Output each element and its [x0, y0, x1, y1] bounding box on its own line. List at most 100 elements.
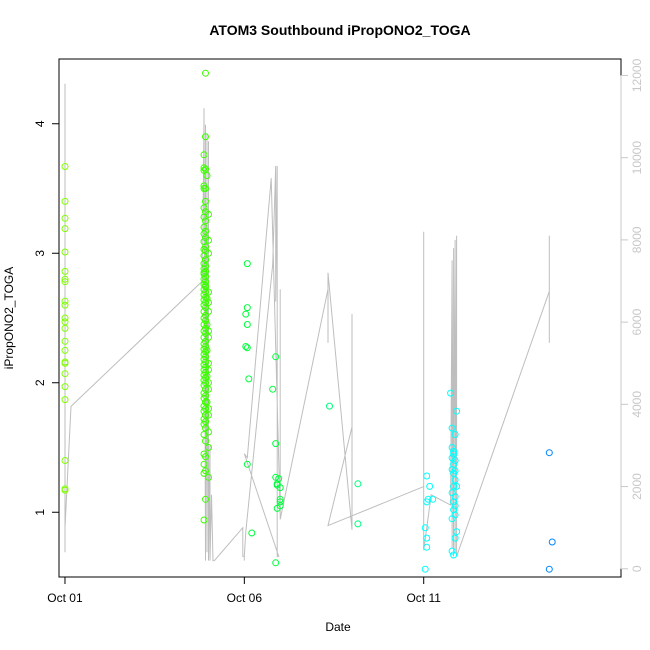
data-point	[243, 321, 251, 328]
x-axis-label: Date	[325, 620, 351, 634]
data-point	[451, 476, 459, 484]
y-tick-label: 2	[33, 379, 47, 386]
data-point	[205, 379, 212, 387]
y-tick-label: 4	[33, 120, 47, 127]
data-point	[200, 269, 208, 277]
chart-title: ATOM3 Southbound iPropONO2_TOGA	[209, 22, 470, 38]
data-point	[326, 402, 333, 410]
data-point	[61, 297, 69, 305]
data-point	[450, 450, 458, 458]
data-point	[272, 559, 280, 567]
y2-tick-label: 10000	[630, 141, 644, 175]
data-point	[242, 343, 250, 350]
data-point	[202, 256, 209, 264]
data-point	[205, 288, 212, 296]
x-tick-label: Oct 01	[47, 591, 83, 605]
data-point	[450, 498, 458, 506]
data-point	[450, 551, 458, 559]
data-point	[203, 372, 211, 380]
data-point	[451, 467, 459, 475]
y2-tick-label: 2000	[630, 473, 644, 500]
series-layer	[61, 69, 556, 573]
data-point	[205, 249, 212, 257]
data-point	[205, 473, 212, 481]
data-point	[205, 428, 212, 436]
data-point	[450, 506, 458, 514]
data-point	[450, 447, 458, 455]
data-point	[61, 248, 69, 256]
data-point	[429, 495, 437, 503]
data-point	[453, 407, 461, 415]
data-point	[202, 437, 209, 445]
data-point	[202, 133, 209, 141]
data-point	[200, 204, 208, 212]
data-point	[453, 482, 461, 490]
data-point	[243, 344, 251, 352]
data-point	[205, 366, 212, 374]
data-point	[269, 385, 277, 393]
data-point	[354, 480, 362, 488]
data-point	[245, 375, 253, 383]
data-point	[202, 69, 209, 77]
data-point	[545, 449, 553, 457]
data-point	[200, 185, 208, 192]
data-point	[426, 482, 434, 490]
x-tick-label: Oct 11	[406, 591, 441, 605]
data-point	[203, 321, 211, 328]
data-point	[423, 543, 431, 551]
data-point	[243, 460, 251, 468]
y2-tick-label: 4000	[630, 391, 644, 418]
data-point	[275, 475, 283, 483]
x-tick-label: Oct 06	[227, 591, 263, 605]
data-point	[423, 472, 431, 480]
data-point	[61, 314, 69, 322]
y-axis-label: iPropONO2_TOGA	[2, 267, 16, 369]
axes-layer: Oct 01 Oct 06 Oct 11 1 2 3 4 0 2000 4000 6000 8000 1…	[33, 58, 644, 605]
data-point	[200, 516, 208, 524]
data-point	[243, 304, 251, 312]
data-point	[453, 528, 461, 536]
data-point	[205, 236, 212, 244]
data-point	[202, 165, 209, 173]
data-point	[202, 495, 209, 503]
data-point	[205, 299, 212, 306]
data-point	[61, 275, 69, 283]
data-point	[451, 502, 459, 510]
data-point	[276, 484, 284, 492]
data-point	[61, 370, 69, 378]
data-point	[61, 346, 69, 354]
data-point	[205, 308, 212, 315]
data-point	[61, 457, 69, 464]
data-point	[61, 337, 69, 345]
data-point	[61, 197, 69, 205]
data-point	[205, 210, 212, 218]
data-point	[421, 565, 429, 573]
data-point	[354, 520, 362, 528]
data-point	[273, 504, 281, 512]
data-point	[202, 317, 209, 325]
data-point	[203, 172, 211, 180]
y2-tick-label: 8000	[630, 226, 644, 253]
data-point	[200, 151, 208, 159]
data-point	[200, 230, 208, 238]
data-point	[447, 389, 455, 397]
data-point	[421, 524, 429, 532]
data-point	[272, 353, 280, 361]
data-point	[545, 565, 553, 573]
data-point	[200, 469, 208, 477]
data-point	[272, 440, 280, 448]
data-point	[203, 295, 211, 303]
y2-tick-label: 12000	[630, 58, 644, 92]
data-point	[248, 529, 256, 537]
data-point	[61, 301, 69, 309]
data-point	[200, 460, 208, 468]
y-tick-label: 3	[33, 250, 47, 257]
data-point	[276, 498, 284, 506]
data-point	[203, 346, 211, 354]
data-point	[61, 324, 69, 332]
y2-tick-label: 6000	[630, 308, 644, 335]
data-point	[61, 486, 69, 494]
data-point	[61, 396, 69, 404]
data-point	[243, 260, 251, 268]
